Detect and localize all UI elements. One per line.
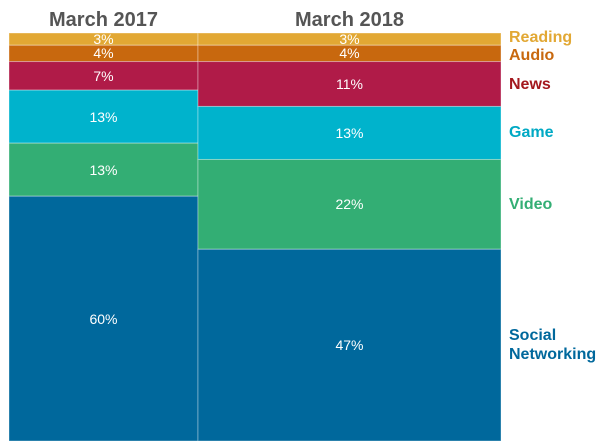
bar-segment-video-0	[8, 142, 199, 197]
data-label: 47%	[335, 337, 364, 354]
data-label: 13%	[89, 161, 118, 178]
data-label: 4%	[339, 45, 360, 62]
bar-segment-reading-1	[197, 32, 502, 46]
column-title-2018: March 2018	[295, 9, 404, 31]
data-label: 7%	[93, 67, 114, 84]
legend-item-social-networking: Social Networking	[509, 327, 597, 364]
data-label: 13%	[335, 124, 364, 141]
legend-item-audio: Audio	[509, 46, 555, 64]
bar-segment-news-1	[197, 61, 502, 107]
bar-segment-game-1	[197, 105, 502, 160]
data-label: 3%	[93, 31, 114, 48]
data-label: 11%	[336, 76, 363, 92]
legend-item-reading: Reading	[509, 28, 573, 46]
data-label: 4%	[93, 45, 114, 62]
bar-segment-game-0	[8, 89, 199, 144]
legend-item-video: Video	[509, 195, 553, 213]
data-label: 13%	[89, 108, 118, 125]
bar-segment-video-1	[197, 158, 502, 250]
column-title-2017: March 2017	[49, 9, 158, 31]
data-label: 60%	[89, 310, 118, 327]
legend-item-news: News	[509, 75, 551, 93]
data-label: 3%	[339, 31, 360, 48]
data-label: 22%	[335, 196, 364, 213]
bar-segment-social-networking-0	[8, 195, 199, 442]
legend-item-game: Game	[509, 124, 554, 142]
bar-segment-social-networking-1	[197, 248, 502, 442]
